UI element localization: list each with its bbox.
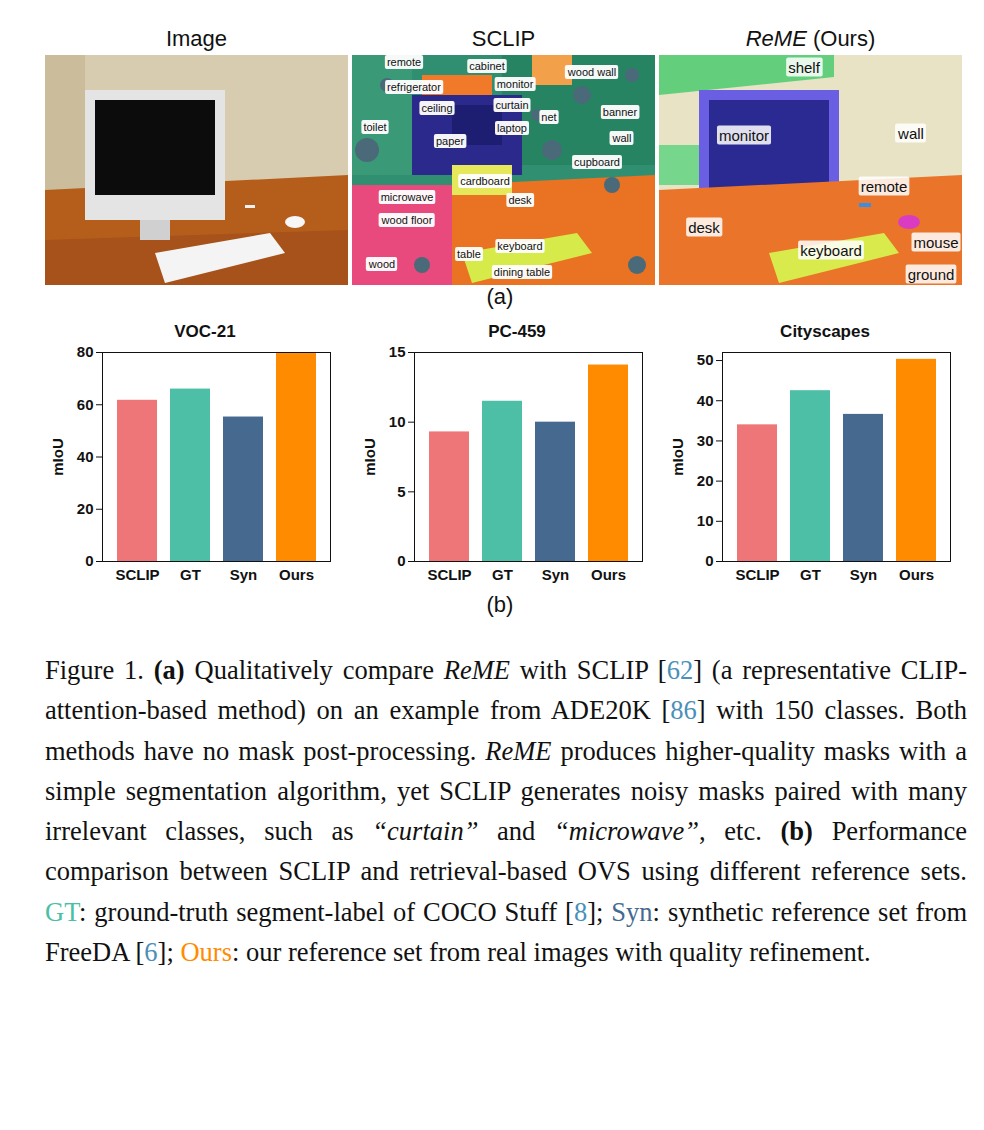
svg-text:30: 30 bbox=[697, 432, 714, 449]
svg-text:refrigerator: refrigerator bbox=[387, 81, 441, 93]
svg-text:cupboard: cupboard bbox=[574, 156, 620, 168]
svg-text:Ours: Ours bbox=[899, 566, 934, 583]
svg-text:15: 15 bbox=[389, 343, 406, 360]
svg-text:80: 80 bbox=[77, 343, 94, 360]
svg-text:Syn: Syn bbox=[230, 566, 258, 583]
html-text:Image: Image bbox=[165, 26, 228, 51]
svg-text:Syn: Syn bbox=[542, 566, 570, 583]
svg-text:keyboard: keyboard bbox=[497, 240, 542, 252]
svg-text:curtain: curtain bbox=[495, 99, 528, 111]
svg-text:mIoU: mIoU bbox=[49, 438, 66, 476]
svg-text:dining table: dining table bbox=[494, 266, 550, 278]
svg-text:shelf: shelf bbox=[788, 59, 821, 76]
svg-text:Syn: Syn bbox=[850, 566, 878, 583]
svg-text:toilet: toilet bbox=[363, 121, 386, 133]
html-text:SCLIP: SCLIP bbox=[471, 26, 536, 51]
svg-text:banner: banner bbox=[603, 106, 638, 118]
svg-text:desk: desk bbox=[508, 194, 532, 206]
svg-text:monitor: monitor bbox=[719, 127, 769, 144]
svg-text:50: 50 bbox=[697, 351, 714, 368]
svg-text:cardboard: cardboard bbox=[460, 175, 510, 187]
svg-text:GT: GT bbox=[800, 566, 821, 583]
svg-text:GT: GT bbox=[492, 566, 513, 583]
svg-text:mIoU: mIoU bbox=[361, 438, 378, 476]
svg-text:keyboard: keyboard bbox=[800, 242, 862, 259]
html-text:Figure 1. (a) Qualitatively co: Figure 1. (a) Qualitatively compare ReME… bbox=[45, 655, 967, 887]
svg-text:20: 20 bbox=[697, 472, 714, 489]
svg-text:wood: wood bbox=[368, 258, 395, 270]
svg-text:SCLIP: SCLIP bbox=[115, 566, 159, 583]
svg-text:0: 0 bbox=[397, 552, 405, 569]
svg-text:40: 40 bbox=[77, 448, 94, 465]
svg-text:net: net bbox=[541, 111, 556, 123]
svg-text:mouse: mouse bbox=[913, 234, 958, 251]
svg-text:60: 60 bbox=[77, 396, 94, 413]
html-text:PC-459: PC-459 bbox=[488, 322, 546, 341]
svg-text:wood floor: wood floor bbox=[381, 214, 433, 226]
svg-text:Ours: Ours bbox=[279, 566, 314, 583]
svg-text:microwave: microwave bbox=[381, 191, 434, 203]
svg-text:Ours: Ours bbox=[591, 566, 626, 583]
svg-text:0: 0 bbox=[705, 552, 713, 569]
svg-text:wood wall: wood wall bbox=[567, 66, 616, 78]
svg-text:table: table bbox=[457, 248, 481, 260]
svg-text:wall: wall bbox=[897, 125, 924, 142]
svg-text:mIoU: mIoU bbox=[669, 438, 686, 476]
svg-text:SCLIP: SCLIP bbox=[427, 566, 471, 583]
svg-text:SCLIP: SCLIP bbox=[735, 566, 779, 583]
svg-text:wall: wall bbox=[612, 132, 632, 144]
svg-text:10: 10 bbox=[389, 413, 406, 430]
svg-text:40: 40 bbox=[697, 392, 714, 409]
html-text:ReME (Ours): ReME (Ours) bbox=[745, 26, 876, 51]
html-text:GT: ground-truth segment-label: GT: ground-truth segment-label of COCO S… bbox=[45, 896, 967, 968]
svg-text:remote: remote bbox=[861, 178, 908, 195]
svg-text:10: 10 bbox=[697, 512, 714, 529]
html-text:(a): (a) bbox=[486, 284, 514, 309]
svg-text:remote: remote bbox=[387, 56, 421, 68]
svg-text:desk: desk bbox=[688, 219, 720, 236]
svg-text:paper: paper bbox=[436, 135, 464, 147]
html-text:Cityscapes: Cityscapes bbox=[780, 322, 870, 341]
svg-text:ground: ground bbox=[908, 266, 955, 283]
svg-text:cabinet: cabinet bbox=[469, 60, 504, 72]
svg-text:0: 0 bbox=[85, 552, 93, 569]
svg-text:laptop: laptop bbox=[497, 122, 527, 134]
html-text:VOC-21: VOC-21 bbox=[174, 322, 236, 341]
svg-text:monitor: monitor bbox=[497, 78, 534, 90]
html-text:(b): (b) bbox=[486, 592, 514, 617]
svg-text:5: 5 bbox=[397, 483, 405, 500]
svg-text:GT: GT bbox=[180, 566, 201, 583]
svg-text:20: 20 bbox=[77, 500, 94, 517]
svg-text:ceiling: ceiling bbox=[421, 102, 452, 114]
